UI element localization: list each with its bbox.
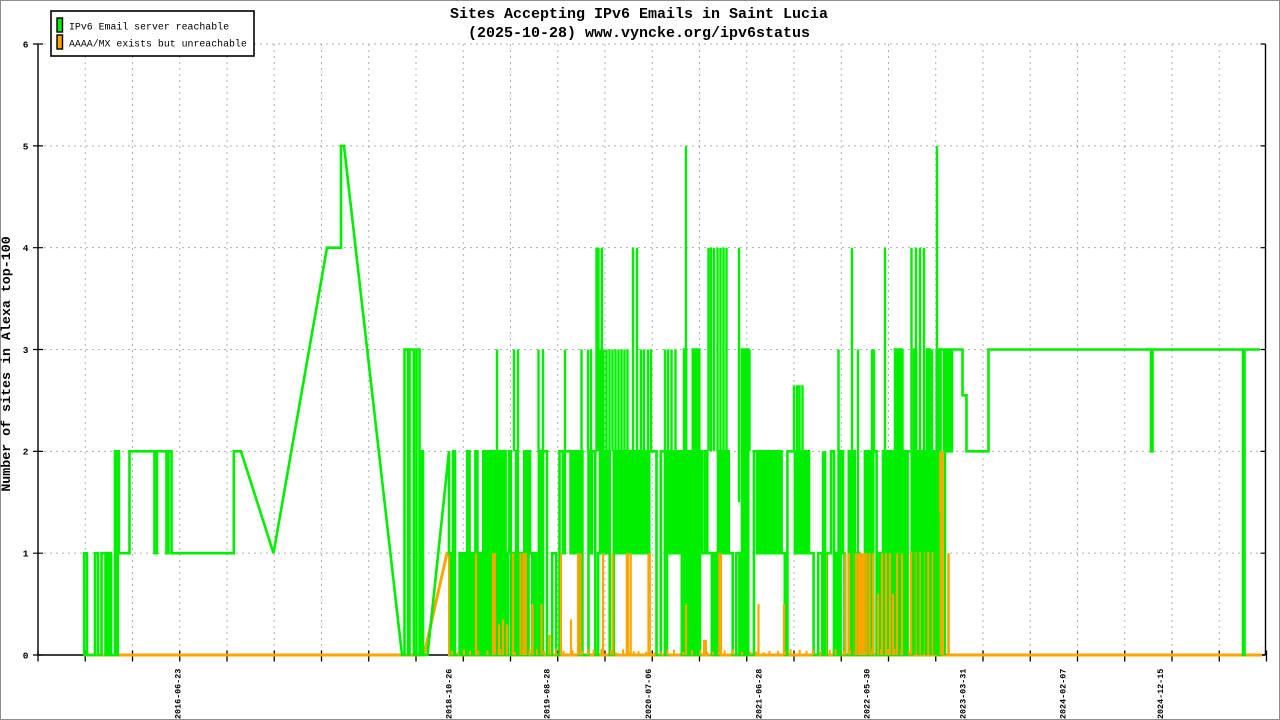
svg-text:2020-07-06: 2020-07-06: [644, 669, 654, 719]
svg-text:(2025-10-28) www.vyncke.org/ip: (2025-10-28) www.vyncke.org/ipv6status: [468, 25, 810, 42]
svg-text:2018-10-26: 2018-10-26: [445, 669, 455, 719]
svg-text:AAAA/MX exists but unreachable: AAAA/MX exists but unreachable: [69, 38, 247, 49]
svg-text:2021-06-28: 2021-06-28: [755, 669, 765, 719]
svg-text:1: 1: [23, 549, 29, 560]
svg-text:2022-05-30: 2022-05-30: [863, 669, 873, 719]
svg-text:Sites Accepting IPv6 Emails in: Sites Accepting IPv6 Emails in Saint Luc…: [450, 6, 828, 23]
svg-text:2016-06-23: 2016-06-23: [174, 669, 184, 719]
svg-text:2023-03-31: 2023-03-31: [959, 669, 969, 719]
svg-text:2019-08-28: 2019-08-28: [543, 669, 553, 719]
svg-text:3: 3: [23, 345, 29, 356]
svg-text:2024-02-07: 2024-02-07: [1059, 669, 1069, 719]
svg-text:2: 2: [23, 447, 29, 458]
svg-text:0: 0: [23, 650, 29, 661]
svg-text:4: 4: [23, 243, 29, 254]
svg-text:Number of sites in Alexa top-1: Number of sites in Alexa top-100: [0, 236, 14, 491]
svg-text:6: 6: [23, 39, 29, 50]
svg-text:5: 5: [23, 141, 29, 152]
svg-text:IPv6 Email server reachable: IPv6 Email server reachable: [69, 21, 229, 32]
svg-text:2024-12-15: 2024-12-15: [1156, 669, 1166, 719]
